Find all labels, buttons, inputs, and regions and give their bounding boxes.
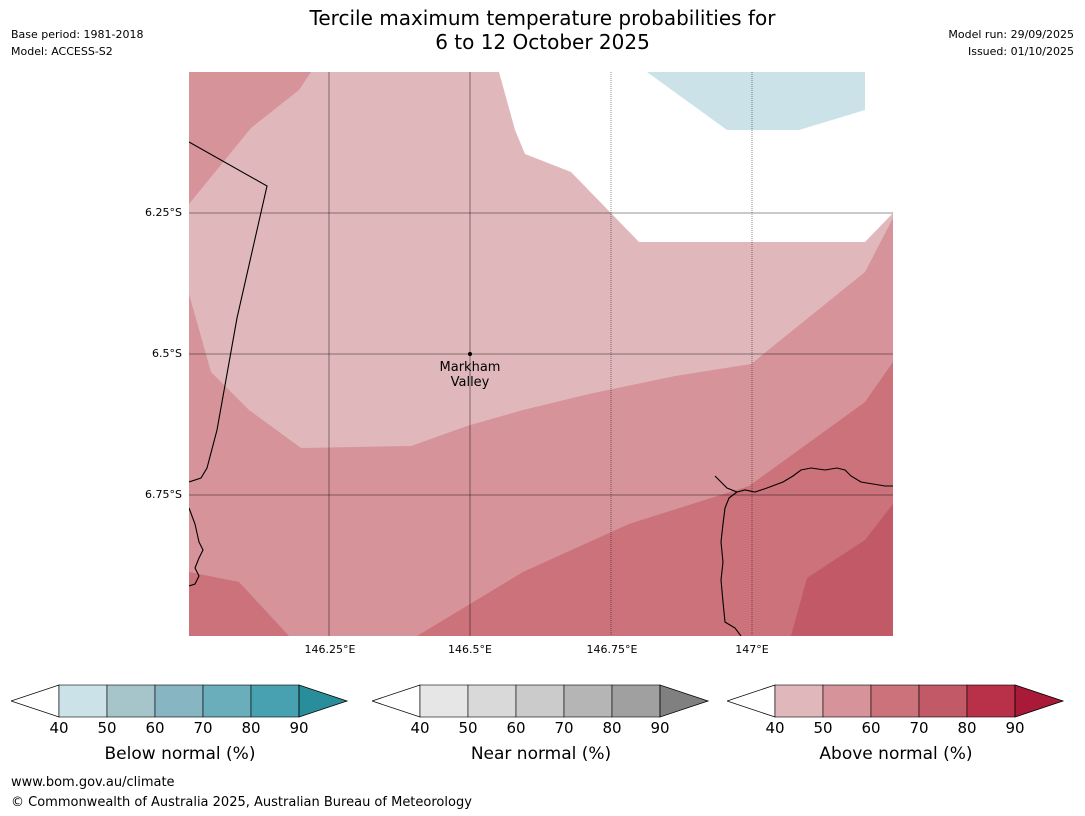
- colorbar-segment: [822, 684, 872, 718]
- colorbar-segment: [106, 684, 156, 718]
- colorbar-tick-label: 70: [554, 719, 574, 737]
- colorbar-title: Near normal (%): [470, 744, 612, 764]
- colorbar-tick-label: 80: [957, 719, 977, 737]
- title-line-1: Tercile maximum temperature probabilitie…: [309, 6, 776, 30]
- lon-label: 147°E: [735, 643, 769, 656]
- coastlines: [189, 141, 893, 636]
- place-line-2: Valley: [450, 375, 490, 390]
- colorbar-tick-label: 50: [458, 719, 478, 737]
- colorbar-extend-low: [372, 684, 421, 718]
- base-period: Base period: 1981-2018: [11, 28, 144, 41]
- colorbar-segment: [58, 684, 108, 718]
- meta-left: Base period: 1981-2018 Model: ACCESS-S2: [11, 26, 143, 60]
- lon-label: 146.5°E: [448, 643, 492, 656]
- colorbar-extend-high: [659, 684, 710, 718]
- footer-copyright: © Commonwealth of Australia 2025, Austra…: [11, 795, 472, 810]
- lat-label: 6.75°S: [145, 488, 182, 501]
- colorbar-tick-label: 90: [1005, 719, 1025, 737]
- colorbar-segment: [563, 684, 613, 718]
- zone-above-50-60-topleft: [189, 72, 311, 204]
- zone-above-70-80: [791, 504, 893, 636]
- province-border: [189, 141, 268, 483]
- river-right: [720, 491, 742, 636]
- colorbar-segment: [419, 684, 469, 718]
- colorbar-extend-high: [298, 684, 349, 718]
- colorbar-tick-label: 80: [241, 719, 261, 737]
- model-name: Model: ACCESS-S2: [11, 45, 113, 58]
- lon-label: 146.25°E: [304, 643, 356, 656]
- colorbar-segment: [870, 684, 920, 718]
- colorbar-tick-label: 60: [506, 719, 526, 737]
- colorbar-tick-label: 50: [813, 719, 833, 737]
- colorbar-tick-label: 40: [765, 719, 785, 737]
- lat-label: 6.25°S: [145, 206, 182, 219]
- place-line-1: Markham: [439, 360, 501, 375]
- meta-right: Model run: 29/09/2025 Issued: 01/10/2025: [948, 26, 1074, 60]
- colorbar-tick-label: 90: [289, 719, 309, 737]
- colorbar-tick-label: 40: [49, 719, 69, 737]
- lat-label: 6.5°S: [152, 347, 182, 360]
- colorbar: [372, 684, 710, 718]
- colorbar-tick-label: 80: [602, 719, 622, 737]
- colorbar: [727, 684, 1065, 718]
- colorbar-tick-label: 70: [909, 719, 929, 737]
- place-label: Markham Valley: [425, 360, 515, 390]
- zone-above-60-70: [189, 572, 289, 636]
- model-run: Model run: 29/09/2025: [948, 28, 1074, 41]
- footer-url[interactable]: www.bom.gov.au/climate: [11, 775, 175, 790]
- colorbar-tick-label: 70: [193, 719, 213, 737]
- colorbar-tick-label: 40: [410, 719, 430, 737]
- colorbar-tick-label: 60: [861, 719, 881, 737]
- colorbar-segment: [202, 684, 252, 718]
- place-marker: [468, 352, 472, 356]
- zone-below-40-50: [647, 72, 865, 130]
- colorbar-segment: [250, 684, 300, 718]
- probability-map: [189, 72, 893, 636]
- colorbar: [11, 684, 349, 718]
- colorbar-segment: [774, 684, 824, 718]
- colorbar-segment: [154, 684, 204, 718]
- colorbar-tick-label: 90: [650, 719, 670, 737]
- colorbar-tick-label: 50: [97, 719, 117, 737]
- colorbar-title: Below normal (%): [104, 744, 256, 764]
- coast-bottom-left: [189, 507, 204, 587]
- colorbar-extend-low: [11, 684, 60, 718]
- colorbar-segment: [918, 684, 968, 718]
- chart-title: Tercile maximum temperature probabilitie…: [0, 6, 1085, 54]
- colorbar-tick-label: 60: [145, 719, 165, 737]
- colorbar-title: Above normal (%): [819, 744, 973, 764]
- colorbar-segment: [611, 684, 661, 718]
- zone-above-60-70-b: [417, 362, 893, 636]
- colorbar-extend-high: [1014, 684, 1065, 718]
- colorbar-segment: [966, 684, 1016, 718]
- issued-date: Issued: 01/10/2025: [967, 45, 1074, 58]
- colorbar-extend-low: [727, 684, 776, 718]
- lon-label: 146.75°E: [586, 643, 638, 656]
- title-line-2: 6 to 12 October 2025: [435, 30, 650, 54]
- colorbar-segment: [467, 684, 517, 718]
- colorbar-segment: [515, 684, 565, 718]
